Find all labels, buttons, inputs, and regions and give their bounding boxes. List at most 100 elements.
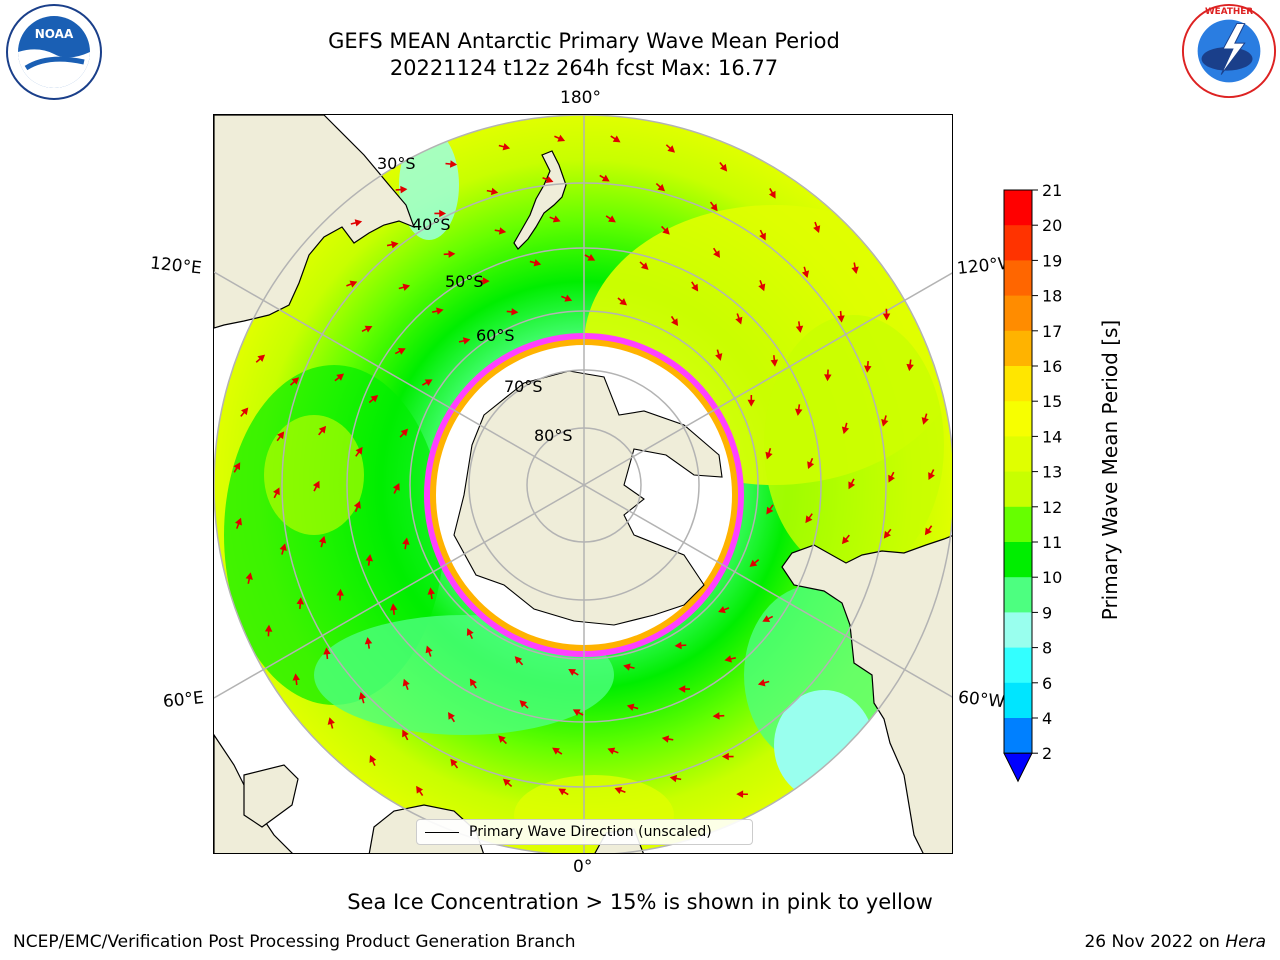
wave-arrow-head [389, 603, 398, 611]
wave-arrow-head [349, 280, 358, 288]
wave-arrow-head [864, 365, 872, 373]
wave-arrow-head [721, 752, 729, 761]
wave-arrow-head [264, 624, 273, 632]
wave-arrow-head [552, 215, 561, 223]
colorbar-label: Primary Wave Mean Period [s] [1098, 319, 1122, 621]
wave-arrow-head [712, 712, 720, 720]
wave-arrow-head [353, 500, 361, 509]
wave-arrow-head [713, 250, 720, 258]
wave-arrow-head [277, 431, 285, 440]
wave-arrow-head [336, 588, 344, 596]
legend-label: Primary Wave Direction (unscaled) [469, 824, 712, 840]
wave-arrow-head [312, 480, 320, 489]
wave-arrow-head [519, 700, 528, 708]
wave-arrow-head [607, 747, 616, 755]
wave-arrow-head [568, 669, 577, 676]
wave-arrow-head [768, 190, 776, 199]
footer-date: 26 Nov 2022 on Hera [1084, 932, 1266, 952]
wave-arrow-head [397, 348, 406, 355]
colorbar-cell [1004, 577, 1032, 613]
colorbar-cell [1004, 506, 1032, 543]
wave-arrow-head [608, 215, 616, 223]
wave-arrow-head [279, 543, 287, 551]
colorbar-tick-label: 19 [1042, 251, 1062, 270]
colorbar-cell [1004, 225, 1032, 261]
colorbar-tick-label: 12 [1042, 498, 1062, 517]
wave-arrow-head [564, 294, 573, 302]
wave-arrow-head [928, 472, 935, 480]
wave-arrow-head [749, 559, 758, 567]
wave-arrow-head [416, 785, 424, 794]
lat-label-80s: 80°S [534, 426, 573, 445]
wave-arrow-head [824, 374, 832, 382]
wave-arrow-head [511, 308, 519, 316]
wave-arrow-head [837, 315, 845, 323]
colorbar-tick-label: 6 [1042, 674, 1052, 693]
colorbar-tick-label: 4 [1042, 709, 1052, 728]
wave-arrow-head [469, 678, 477, 687]
wave-arrow-head [402, 729, 409, 738]
wave-arrow-head [841, 536, 850, 545]
wave-arrow-head [924, 527, 932, 536]
wave-arrow-head [391, 241, 399, 249]
wave-arrow-head [848, 481, 856, 490]
wave-arrow-head [766, 506, 774, 515]
wave-arrow-head [841, 426, 850, 435]
wave-arrow-head [762, 615, 771, 622]
wave-arrow-head [882, 313, 891, 321]
wave-arrow-head [291, 377, 300, 385]
colorbar-cell [1004, 612, 1032, 649]
wave-arrow-head [601, 174, 610, 182]
wave-arrow-head [906, 363, 914, 372]
colorbar-tick-label: 10 [1042, 568, 1062, 587]
wave-arrow-head [640, 262, 649, 270]
wave-arrow-head [661, 735, 670, 743]
wave-arrow-head [795, 408, 803, 416]
colorbar: 21 20 19 18 17 16 15 14 13 12 11 10 9 8 6 4 2 [1003, 181, 1062, 783]
wave-arrow-head [241, 407, 249, 416]
colorbar-cell [1004, 401, 1032, 437]
colorbar-tick-label: 2 [1042, 744, 1052, 763]
wave-arrow-head [735, 316, 743, 325]
wave-arrow-head [323, 647, 331, 655]
wave-arrow-head [402, 537, 410, 545]
wave-arrow-head [498, 735, 506, 743]
wave-arrow-head [400, 185, 408, 194]
wave-arrow-head [233, 462, 241, 471]
wave-arrow-head [612, 135, 621, 143]
lat-label-60s: 60°S [476, 326, 515, 345]
wave-arrow-head [736, 790, 744, 798]
colorbar-cell [1004, 436, 1032, 473]
wave-arrow-head [724, 655, 732, 663]
wave-arrow-head [424, 379, 433, 386]
colorbar-cell [1004, 295, 1032, 332]
colorbar-tick-label: 17 [1042, 322, 1062, 341]
wave-arrow-head [296, 597, 304, 605]
wave-arrow-head [292, 673, 300, 681]
lon-label-120e: 120°E [149, 253, 203, 279]
wave-arrow-head [257, 354, 266, 362]
wave-arrow-head [662, 227, 670, 235]
colorbar-cell [1004, 471, 1032, 508]
colorbar-tick-label: 15 [1042, 392, 1062, 411]
wave-arrow-head [657, 184, 666, 192]
polar-map: 30°S 40°S 50°S 60°S 70°S 80°S [214, 115, 952, 853]
wave-arrow-head [757, 679, 766, 687]
noaa-logo-icon: NOAA [6, 4, 102, 100]
wave-direction-arrows [233, 134, 935, 798]
antarctica-landmass [453, 370, 723, 626]
nws-logo-icon: WEATHER [1181, 3, 1277, 99]
wave-arrow-head [514, 656, 523, 664]
colorbar-cell [1004, 682, 1032, 719]
wave-arrow-head [671, 318, 679, 327]
colorbar-tick-label: 16 [1042, 357, 1062, 376]
wave-arrow-head [667, 145, 676, 153]
wave-arrow-head [921, 417, 929, 425]
wave-arrow-head [801, 270, 810, 279]
wave-arrow-head [364, 637, 373, 645]
wave-arrow-head [462, 337, 471, 345]
colorbar-cell [1004, 542, 1032, 578]
wave-arrow-head [715, 353, 723, 361]
wave-arrow-head [813, 225, 821, 234]
wave-arrow-head [623, 663, 631, 671]
